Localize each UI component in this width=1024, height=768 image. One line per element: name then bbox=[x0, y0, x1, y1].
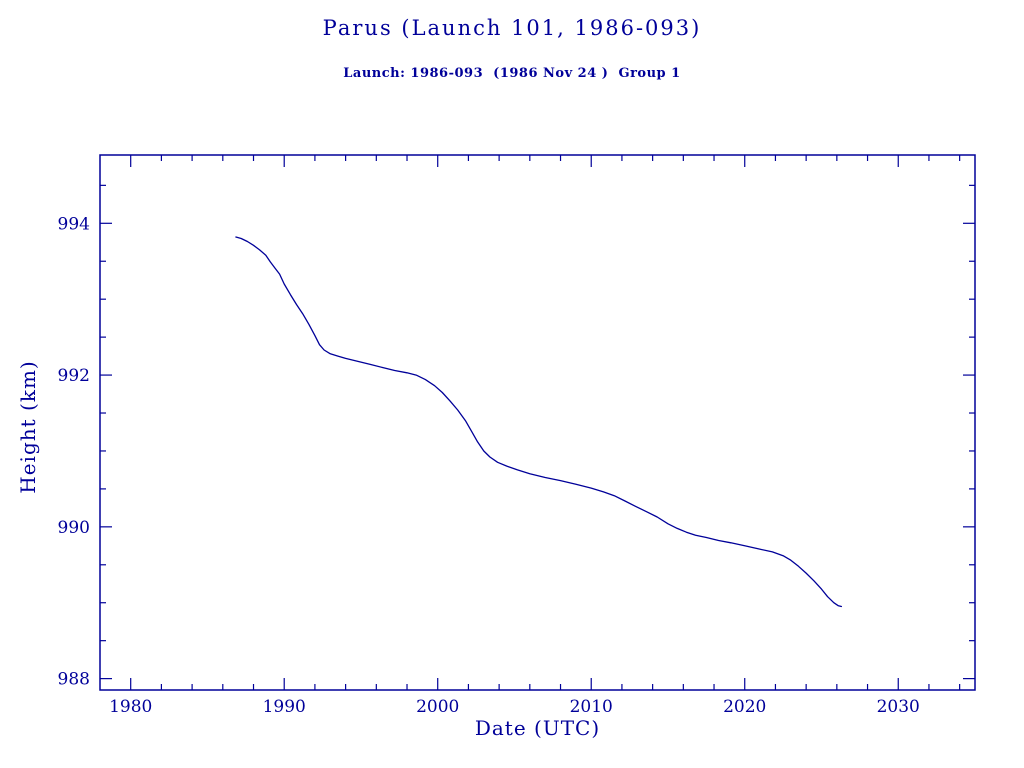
y-tick-label: 988 bbox=[58, 670, 90, 690]
x-tick-label: 1990 bbox=[263, 697, 306, 717]
y-tick-label: 994 bbox=[58, 214, 90, 234]
x-tick-label: 2000 bbox=[416, 697, 459, 717]
chart-title: Parus (Launch 101, 1986-093) bbox=[322, 16, 702, 40]
x-axis-label: Date (UTC) bbox=[474, 716, 601, 740]
y-tick-label: 990 bbox=[58, 518, 90, 538]
x-tick-label: 2010 bbox=[570, 697, 613, 717]
plot-frame bbox=[99, 154, 976, 691]
x-tick-label: 2030 bbox=[877, 697, 920, 717]
height-data-line bbox=[235, 236, 843, 608]
chart-subtitle: Launch: 1986-093 (1986 Nov 24 ) Group 1 bbox=[343, 66, 681, 81]
y-tick-label: 992 bbox=[58, 366, 90, 386]
x-tick-label: 2020 bbox=[723, 697, 766, 717]
x-tick-label: 1980 bbox=[109, 697, 152, 717]
